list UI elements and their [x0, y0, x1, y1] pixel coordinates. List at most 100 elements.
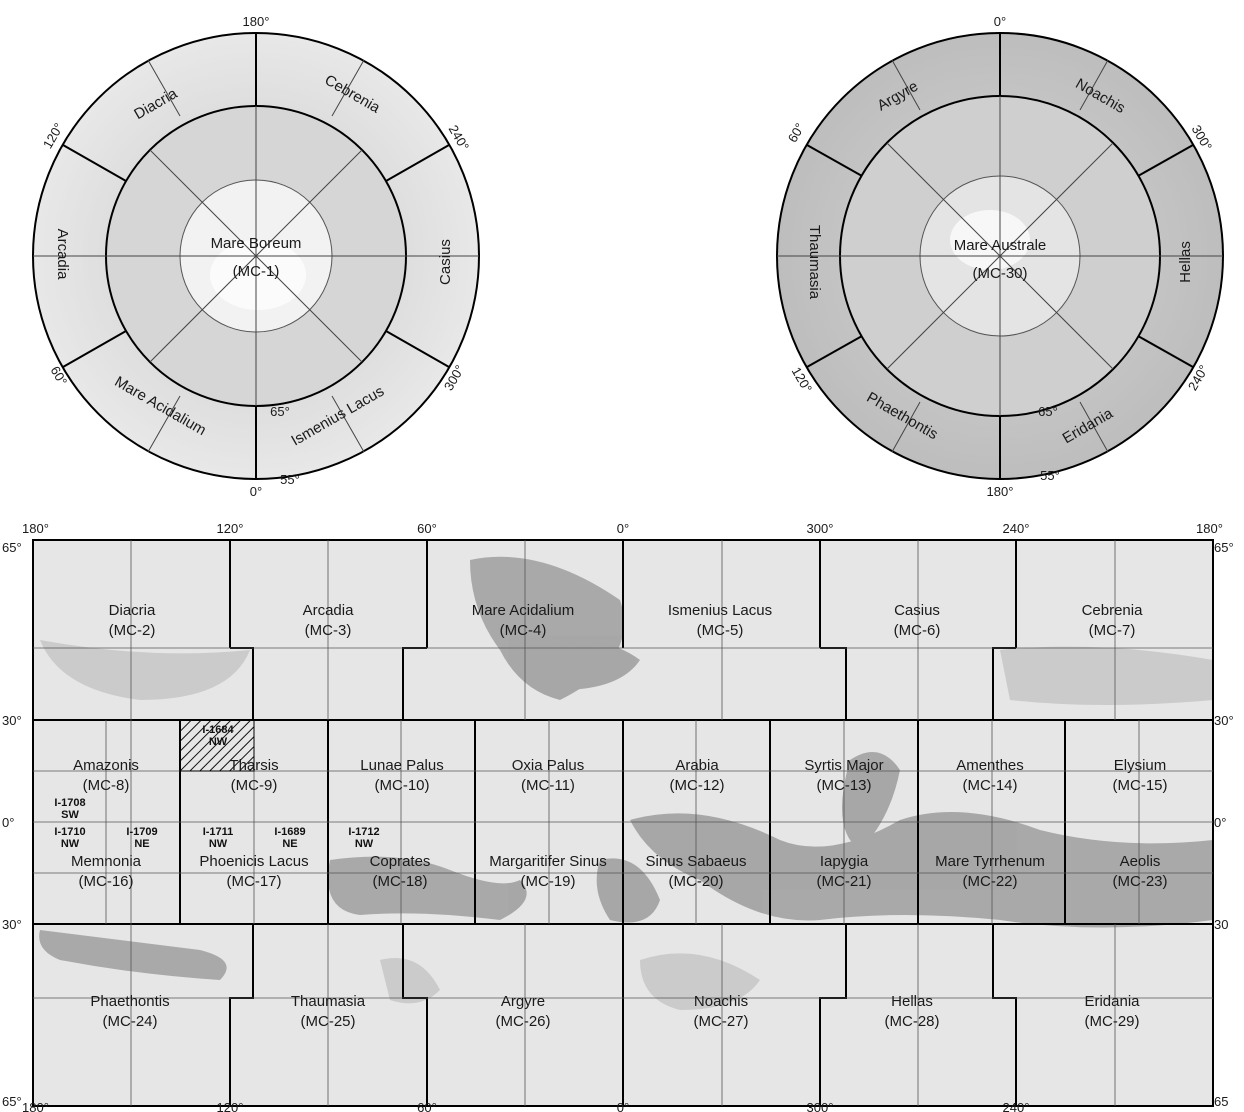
north-graticule	[33, 59, 479, 453]
quad-name: Arabia	[675, 757, 719, 774]
quad-code: (MC-27)	[694, 1013, 749, 1030]
quad-name: Margaritifer Sinus	[489, 853, 607, 870]
quad-name: Thaumasia	[291, 993, 366, 1010]
bottom-lon-label: 240°	[1003, 1100, 1030, 1112]
quad-code: (MC-7)	[1089, 622, 1136, 639]
quad-code: (MC-9)	[231, 777, 278, 794]
bottom-lon-label: 60°	[417, 1100, 437, 1112]
subquad-dir: NW	[209, 838, 228, 850]
right-lat-label: 0°	[1214, 815, 1226, 830]
top-lon-label: 180°	[22, 521, 49, 536]
subquad-dir: NE	[282, 838, 297, 850]
north-polar-map: Mare Boreum (MC-1) Diacria Cebrenia Casi…	[32, 14, 480, 499]
north-quad-label: Arcadia	[54, 229, 71, 281]
bottom-lon-label: 120°	[217, 1100, 244, 1112]
south-quad-label: Hellas	[1177, 241, 1194, 283]
right-lat-label: 65°	[1214, 540, 1234, 555]
quad-name: Arcadia	[303, 602, 355, 619]
south-degree-label: 60°	[785, 120, 808, 145]
quad-code: (MC-2)	[109, 622, 156, 639]
north-center-label: Mare Boreum	[211, 235, 302, 252]
quad-code: (MC-22)	[963, 873, 1018, 890]
left-lat-label: 30°	[2, 917, 22, 932]
right-lat-label: 65	[1214, 1094, 1228, 1109]
quad-name: Iapygia	[820, 853, 869, 870]
quad-code: (MC-18)	[373, 873, 428, 890]
bottom-lon-label: 300°	[807, 1100, 834, 1112]
north-degree-label: 55°	[280, 472, 300, 487]
north-degree-label: 65°	[270, 404, 290, 419]
quad-name: Tharsis	[229, 757, 278, 774]
quad-name: Coprates	[370, 853, 431, 870]
subquad-id: I-1709	[126, 826, 157, 838]
quad-name: Noachis	[694, 993, 748, 1010]
quad-name: Syrtis Major	[804, 757, 883, 774]
quad-code: (MC-4)	[500, 622, 547, 639]
quad-name: Mare Tyrrhenum	[935, 853, 1045, 870]
south-degree-label: 0°	[994, 14, 1006, 29]
subquad-dir: SW	[61, 809, 79, 821]
top-lon-label: 240°	[1003, 521, 1030, 536]
subquad-labels: I-1684 NW I-1708 SW I-1710 NW I-1709 NE …	[54, 724, 379, 850]
quad-code: (MC-21)	[817, 873, 872, 890]
quad-code: (MC-12)	[670, 777, 725, 794]
south-quad-label: Thaumasia	[806, 225, 823, 300]
south-degree-label: 180°	[987, 484, 1014, 499]
quad-code: (MC-3)	[305, 622, 352, 639]
quad-code: (MC-15)	[1113, 777, 1168, 794]
quad-name: Phoenicis Lacus	[199, 853, 308, 870]
south-center-code: (MC-30)	[973, 265, 1028, 282]
quad-code: (MC-19)	[521, 873, 576, 890]
albedo-medium-regions	[40, 640, 1213, 1010]
subquad-id: I-1684	[202, 724, 234, 736]
quad-name: Phaethontis	[90, 993, 169, 1010]
south-degree-label: 55°	[1040, 468, 1060, 483]
quad-code: (MC-26)	[496, 1013, 551, 1030]
quad-code: (MC-28)	[885, 1013, 940, 1030]
quad-code: (MC-8)	[83, 777, 130, 794]
quad-name: Lunae Palus	[360, 757, 443, 774]
subquad-dir: NW	[61, 838, 80, 850]
hatched-subquad-I-1684	[179, 719, 255, 772]
south-graticule	[777, 59, 1223, 453]
quad-name: Oxia Palus	[512, 757, 585, 774]
north-degree-label: 0°	[250, 484, 262, 499]
quad-name: Argyre	[501, 993, 545, 1010]
bottom-lon-label: 0°	[617, 1100, 629, 1112]
quad-code: (MC-24)	[103, 1013, 158, 1030]
quad-name: Aeolis	[1120, 853, 1161, 870]
north-polar-cap	[210, 240, 306, 310]
subquad-dir: NW	[355, 838, 374, 850]
quad-code: (MC-29)	[1085, 1013, 1140, 1030]
mercator-graticule	[33, 540, 1213, 1106]
quad-name: Cebrenia	[1082, 602, 1144, 619]
quad-code: (MC-11)	[521, 777, 575, 794]
quad-name: Eridania	[1084, 993, 1140, 1010]
subquad-id: I-1689	[274, 826, 305, 838]
quad-name: Amazonis	[73, 757, 139, 774]
south-degree-label: 65°	[1038, 404, 1058, 419]
left-lat-label: 30°	[2, 713, 22, 728]
quad-name: Amenthes	[956, 757, 1024, 774]
quad-code: (MC-17)	[227, 873, 282, 890]
right-lat-label: 30	[1214, 917, 1228, 932]
subquad-id: I-1711	[203, 826, 234, 838]
left-lat-label: 0°	[2, 815, 14, 830]
quad-name: Sinus Sabaeus	[646, 853, 747, 870]
mercator-map: 180° 120° 60° 0° 300° 240° 180° 180° 120…	[2, 521, 1234, 1112]
quad-name: Hellas	[891, 993, 933, 1010]
subquad-id: I-1710	[54, 826, 85, 838]
quad-code: (MC-23)	[1113, 873, 1168, 890]
quad-code: (MC-16)	[79, 873, 134, 890]
quad-code: (MC-10)	[375, 777, 430, 794]
south-polar-cap	[950, 210, 1030, 270]
left-lat-label: 65°	[2, 1094, 22, 1109]
quad-name: Diacria	[109, 602, 156, 619]
south-center-label: Mare Australe	[954, 237, 1047, 254]
quad-code: (MC-5)	[697, 622, 744, 639]
subquad-id: I-1708	[54, 797, 85, 809]
quad-name: Ismenius Lacus	[668, 602, 772, 619]
bottom-lon-label: 180°	[22, 1100, 49, 1112]
south-polar-map: Mare Australe (MC-30) Argyre Noachis Hel…	[776, 14, 1224, 499]
quad-code: (MC-13)	[817, 777, 872, 794]
